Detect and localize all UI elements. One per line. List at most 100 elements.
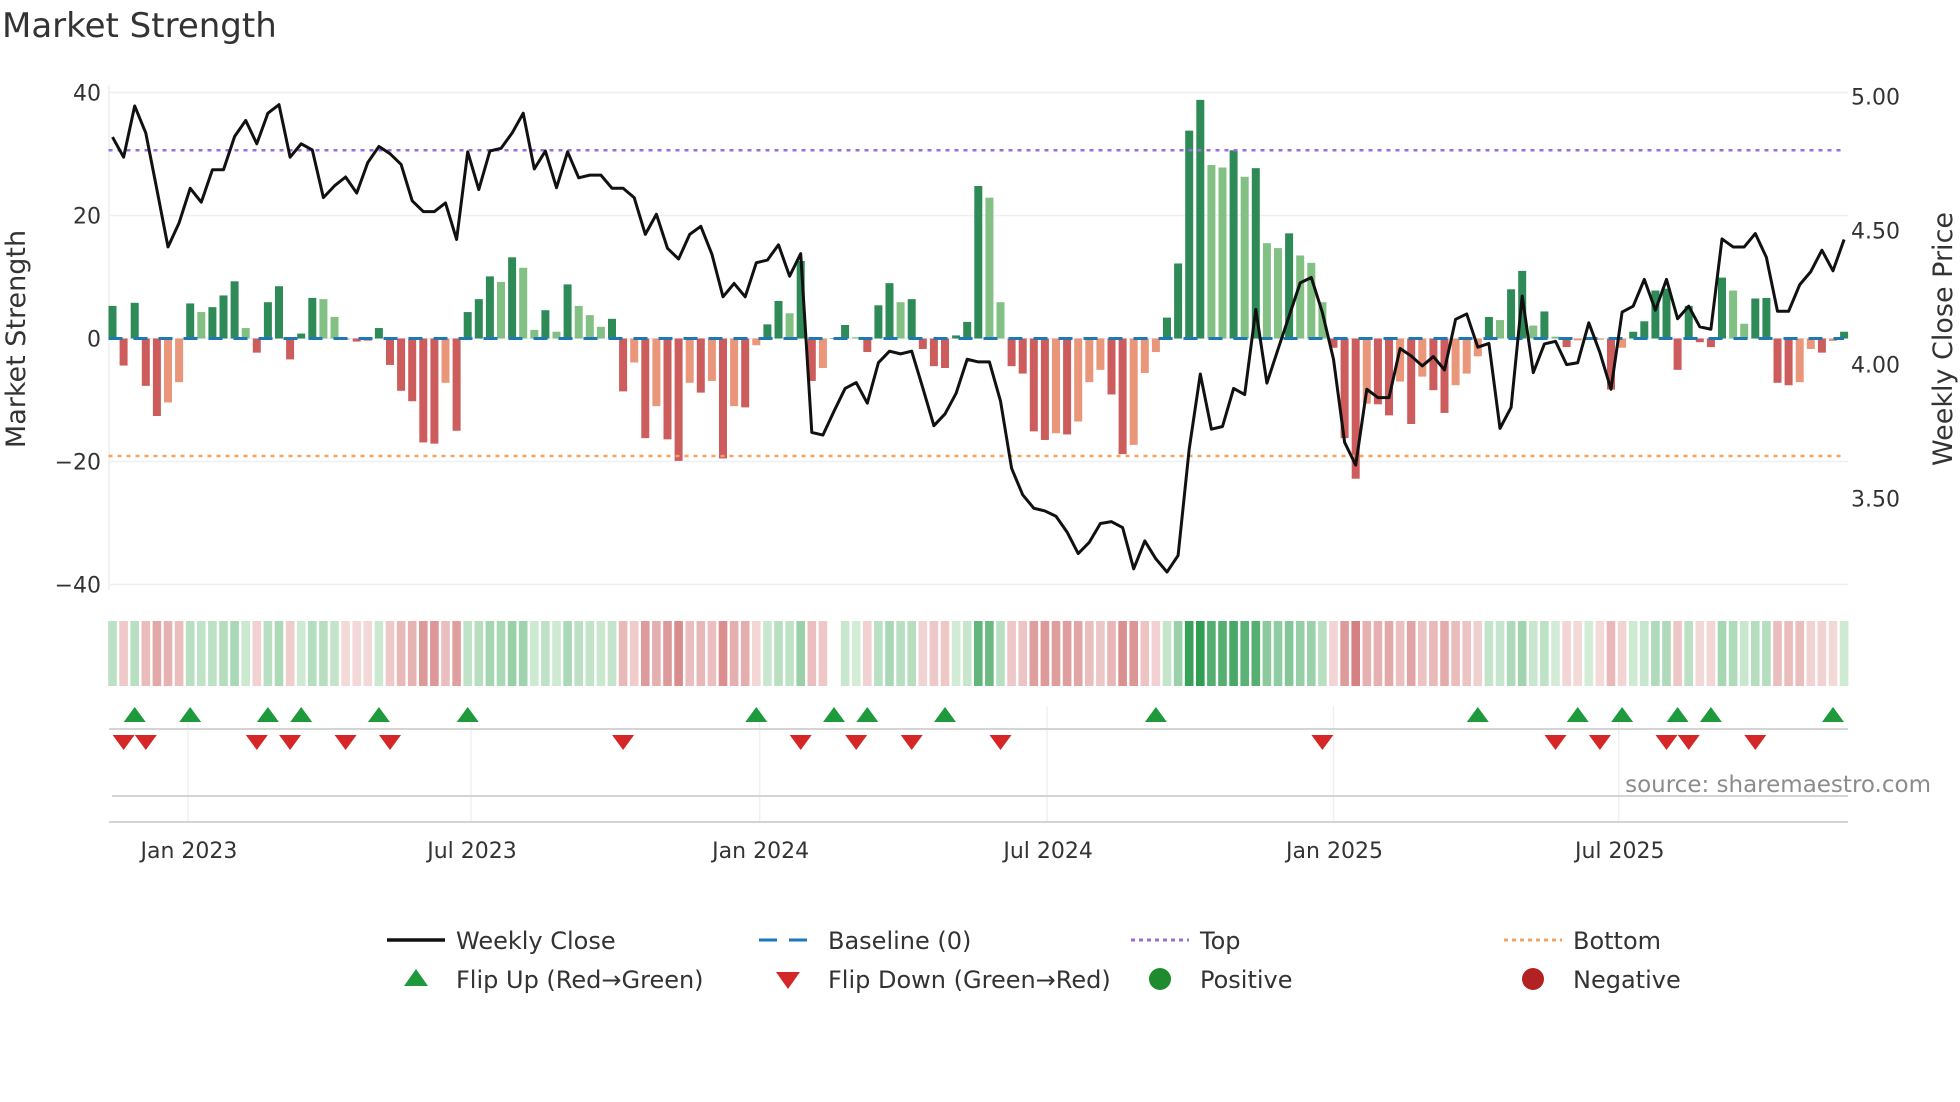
strength-bar bbox=[907, 299, 916, 339]
strength-bar bbox=[1673, 338, 1682, 370]
heat-cell bbox=[219, 621, 228, 686]
strength-bar bbox=[963, 321, 972, 339]
heat-cell bbox=[818, 621, 828, 686]
heat-cell bbox=[1517, 621, 1527, 686]
heat-cell bbox=[1751, 621, 1760, 686]
heat-cell bbox=[1573, 621, 1582, 686]
strength-bar bbox=[219, 295, 228, 339]
strength-bar bbox=[452, 338, 461, 431]
flip-down-marker bbox=[789, 735, 812, 750]
heat-cell bbox=[185, 621, 195, 686]
heat-cell bbox=[607, 621, 617, 686]
strength-bar bbox=[696, 338, 705, 393]
heat-cell bbox=[119, 621, 128, 686]
strength-bar bbox=[1040, 338, 1049, 440]
legend-label: Flip Down (Green→Red) bbox=[828, 966, 1111, 994]
strength-bar bbox=[1185, 130, 1194, 339]
legend-label: Weekly Close bbox=[456, 927, 616, 955]
heat-cell bbox=[1307, 621, 1316, 686]
strength-bar bbox=[497, 281, 505, 339]
strength-bar bbox=[952, 335, 961, 339]
heat-cell bbox=[896, 621, 905, 686]
heat-cell bbox=[1140, 621, 1150, 686]
strength-bar bbox=[1351, 338, 1360, 479]
strength-bar bbox=[1029, 338, 1038, 432]
flip-up-marker bbox=[1566, 707, 1589, 722]
heat-cell bbox=[618, 621, 628, 686]
heat-cell bbox=[807, 621, 817, 686]
strength-bar bbox=[430, 338, 439, 444]
strength-bar bbox=[1795, 338, 1804, 383]
strength-bar bbox=[1718, 277, 1726, 339]
heat-cell bbox=[652, 621, 661, 686]
strength-bar bbox=[852, 337, 861, 339]
strength-bar bbox=[463, 312, 472, 339]
strength-bar bbox=[929, 338, 938, 367]
strength-bar bbox=[1751, 298, 1760, 339]
strength-bar bbox=[1740, 323, 1749, 339]
strength-bar bbox=[1307, 262, 1316, 339]
strength-bar bbox=[419, 338, 428, 443]
strength-bar bbox=[1396, 338, 1405, 382]
heat-cell bbox=[1462, 621, 1471, 686]
legend-label: Top bbox=[1199, 927, 1241, 955]
legend-label: Negative bbox=[1573, 966, 1681, 994]
heat-cell bbox=[419, 621, 428, 686]
heat-cell bbox=[851, 621, 861, 686]
weekly-close-line bbox=[111, 103, 1846, 574]
heat-cell bbox=[1018, 621, 1027, 686]
heat-cell bbox=[1318, 621, 1327, 686]
strength-bar bbox=[408, 338, 417, 402]
legend-label: Bottom bbox=[1573, 927, 1661, 955]
strength-bar bbox=[1529, 325, 1538, 339]
heat-cell bbox=[1062, 621, 1072, 686]
strength-bar bbox=[263, 302, 272, 339]
strength-bar bbox=[585, 315, 594, 339]
strength-bar bbox=[1540, 311, 1549, 339]
strength-bar bbox=[1074, 338, 1083, 422]
strength-bar bbox=[807, 338, 816, 381]
heat-cell bbox=[496, 621, 506, 686]
strength-bar bbox=[197, 312, 206, 339]
x-tick-label: Jul 2025 bbox=[1573, 839, 1665, 864]
strength-bar bbox=[1063, 338, 1072, 435]
strength-bar bbox=[608, 318, 616, 339]
strength-bar bbox=[175, 338, 184, 383]
strength-bar bbox=[319, 299, 328, 339]
heat-cell bbox=[1473, 621, 1483, 686]
strength-bar bbox=[619, 338, 628, 392]
heat-cell bbox=[308, 621, 317, 686]
heat-cell bbox=[174, 621, 184, 686]
heat-cell bbox=[1073, 621, 1083, 686]
heat-cell bbox=[430, 621, 439, 686]
heat-cell bbox=[951, 621, 961, 686]
heat-cell bbox=[1795, 621, 1804, 686]
heat-cell bbox=[108, 621, 117, 686]
heat-cell bbox=[596, 621, 606, 686]
heat-cell bbox=[1151, 621, 1161, 686]
strength-bar bbox=[1806, 338, 1815, 349]
weekly-close-polyline bbox=[111, 103, 1846, 574]
x-tick-label: Jul 2023 bbox=[425, 839, 517, 864]
strength-bar bbox=[252, 338, 261, 353]
heat-cell bbox=[407, 621, 417, 686]
heat-cell bbox=[130, 621, 139, 686]
strength-bar bbox=[1085, 338, 1094, 383]
strength-bar bbox=[141, 338, 150, 386]
strength-bar bbox=[630, 338, 639, 363]
heat-cell bbox=[141, 621, 151, 686]
heat-cell bbox=[1739, 621, 1749, 686]
flip-down-marker bbox=[1744, 735, 1767, 750]
strength-bar bbox=[730, 338, 739, 407]
heat-cell bbox=[1706, 621, 1716, 686]
heat-cell bbox=[274, 621, 284, 686]
strength-bar bbox=[1373, 338, 1382, 405]
strength-bar bbox=[1196, 99, 1205, 339]
y2-tick-label: 5.00 bbox=[1851, 86, 1900, 111]
heat-cell bbox=[585, 621, 595, 686]
heat-cell bbox=[1806, 621, 1816, 686]
strength-bar bbox=[1251, 168, 1260, 339]
strength-bar bbox=[685, 338, 694, 383]
strength-bar bbox=[308, 297, 317, 339]
flip-up-marker bbox=[456, 707, 479, 722]
